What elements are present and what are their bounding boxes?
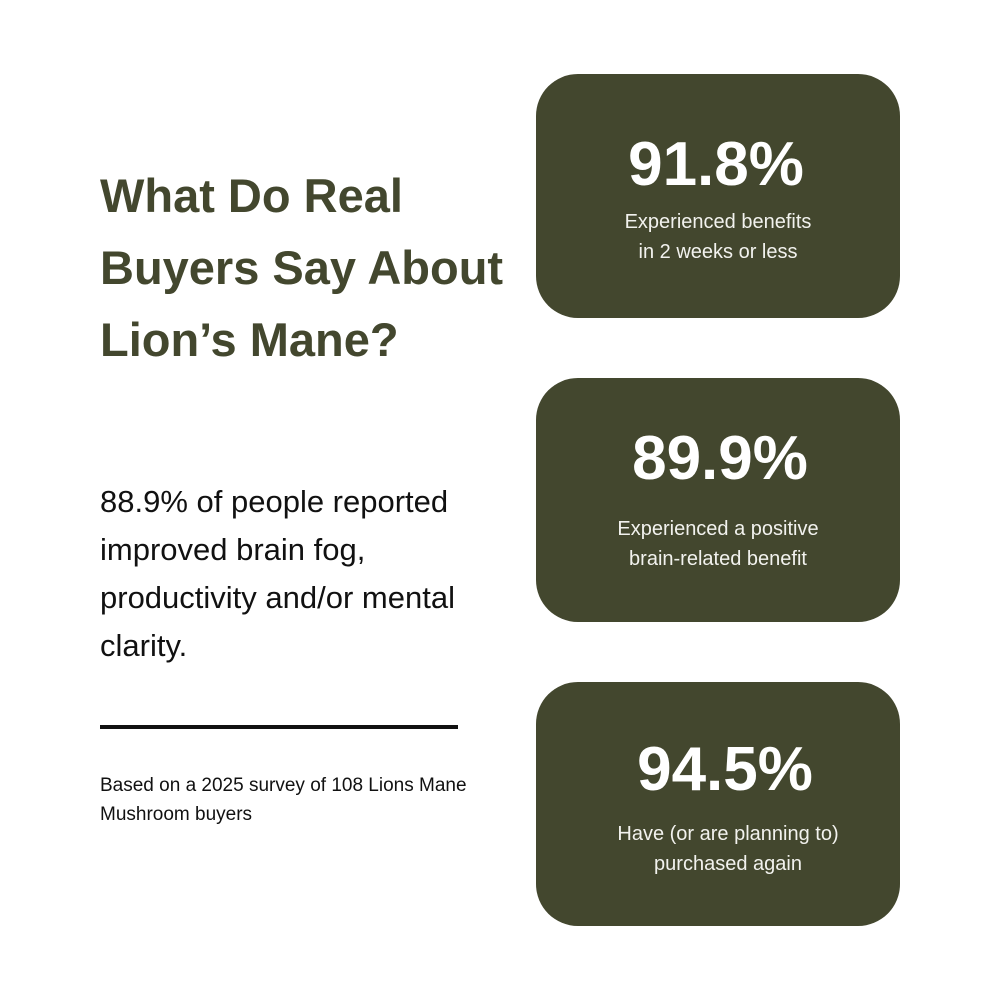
stat-card-repurchase: 94.5% Have (or are planning to) purchase… [536, 682, 900, 926]
stat-card-brain-benefit: 89.9% Experienced a positive brain-relat… [536, 378, 900, 622]
divider [100, 725, 458, 729]
stat-value: 94.5% [637, 735, 813, 804]
stat-desc-line1: Experienced benefits [624, 211, 812, 233]
stat-value: 89.9% [632, 424, 808, 493]
stat-desc-line2: purchased again [654, 853, 802, 875]
stat-desc-line1: Experienced a positive [617, 518, 819, 540]
stat-card-benefits-timing: 91.8% Experienced benefits in 2 weeks or… [536, 74, 900, 318]
page-title: What Do Real Buyers Say About Lion’s Man… [100, 169, 504, 366]
stat-value: 91.8% [628, 130, 804, 199]
footnote: Based on a 2025 survey of 108 Lions Mane… [100, 775, 467, 825]
stat-desc-line2: brain-related benefit [629, 548, 807, 570]
stat-desc-line1: Have (or are planning to) [617, 823, 839, 845]
summary-text: 88.9% of people reported improved brain … [100, 484, 455, 663]
stat-desc-line2: in 2 weeks or less [638, 241, 798, 263]
